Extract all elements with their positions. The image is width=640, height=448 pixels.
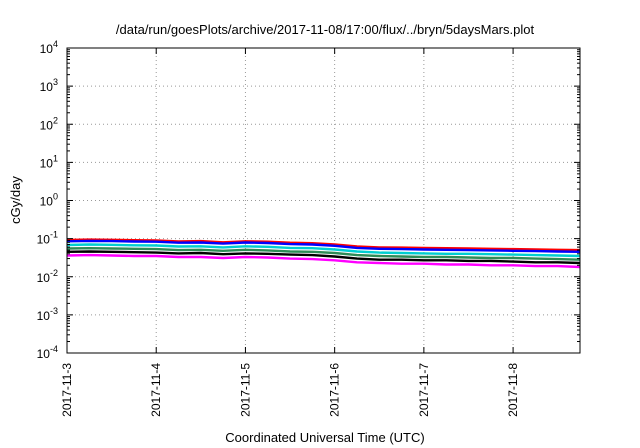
series-line-4 (66, 246, 581, 261)
y-tick-label: 10-3 (37, 306, 58, 323)
y-tick-exponent: 0 (53, 192, 58, 202)
x-tick-label: 2017-11-3 (60, 363, 74, 417)
x-tick-label: 2017-11-8 (506, 363, 520, 417)
y-tick-exponent: -4 (50, 344, 58, 354)
x-axis-label: Coordinated Universal Time (UTC) (225, 430, 424, 445)
y-tick-exponent: 4 (53, 39, 58, 49)
y-tick-exponent: -3 (50, 306, 58, 316)
x-axis-ticks: 2017-11-3 2017-11-4 2017-11-5 2017-11-6 2017… (60, 48, 520, 417)
x-tick-label: 2017-11-7 (417, 363, 431, 417)
y-tick-label: 10-2 (37, 268, 58, 285)
y-axis-label: cGy/day (8, 176, 23, 224)
y-tick-base: 10 (37, 233, 51, 247)
series-line-1 (66, 238, 581, 252)
chart-title: /data/run/goesPlots/archive/2017-11-08/1… (116, 22, 535, 37)
y-tick-base: 10 (40, 156, 54, 170)
y-tick-base: 10 (37, 347, 51, 361)
y-tick-exponent: 1 (53, 153, 58, 163)
series-line-6 (66, 253, 581, 269)
y-tick-base: 10 (40, 118, 54, 132)
series-line-5 (66, 250, 581, 265)
x-tick-label: 2017-11-6 (328, 363, 342, 417)
x-tick-label: 2017-11-4 (149, 363, 163, 417)
y-tick-base: 10 (40, 42, 54, 56)
x-tick-label: 2017-11-5 (238, 363, 252, 417)
y-tick-base: 10 (37, 271, 51, 285)
y-tick-label: 103 (40, 77, 58, 94)
y-tick-label: 100 (40, 192, 58, 209)
y-tick-label: 10-1 (37, 230, 58, 247)
grid (67, 48, 580, 353)
y-tick-label: 10-4 (37, 344, 58, 361)
y-tick-label: 101 (40, 153, 58, 170)
y-tick-base: 10 (40, 80, 54, 94)
series-layer (66, 238, 581, 269)
y-tick-base: 10 (37, 309, 51, 323)
series-line-3 (66, 243, 581, 258)
y-tick-label: 104 (40, 39, 58, 56)
y-tick-exponent: 2 (53, 115, 58, 125)
y-tick-exponent: 3 (53, 77, 58, 87)
y-tick-exponent: -2 (50, 268, 58, 278)
y-tick-label: 102 (40, 115, 58, 132)
series-line-2 (66, 239, 581, 253)
y-tick-exponent: -1 (50, 230, 58, 240)
y-tick-base: 10 (40, 195, 54, 209)
